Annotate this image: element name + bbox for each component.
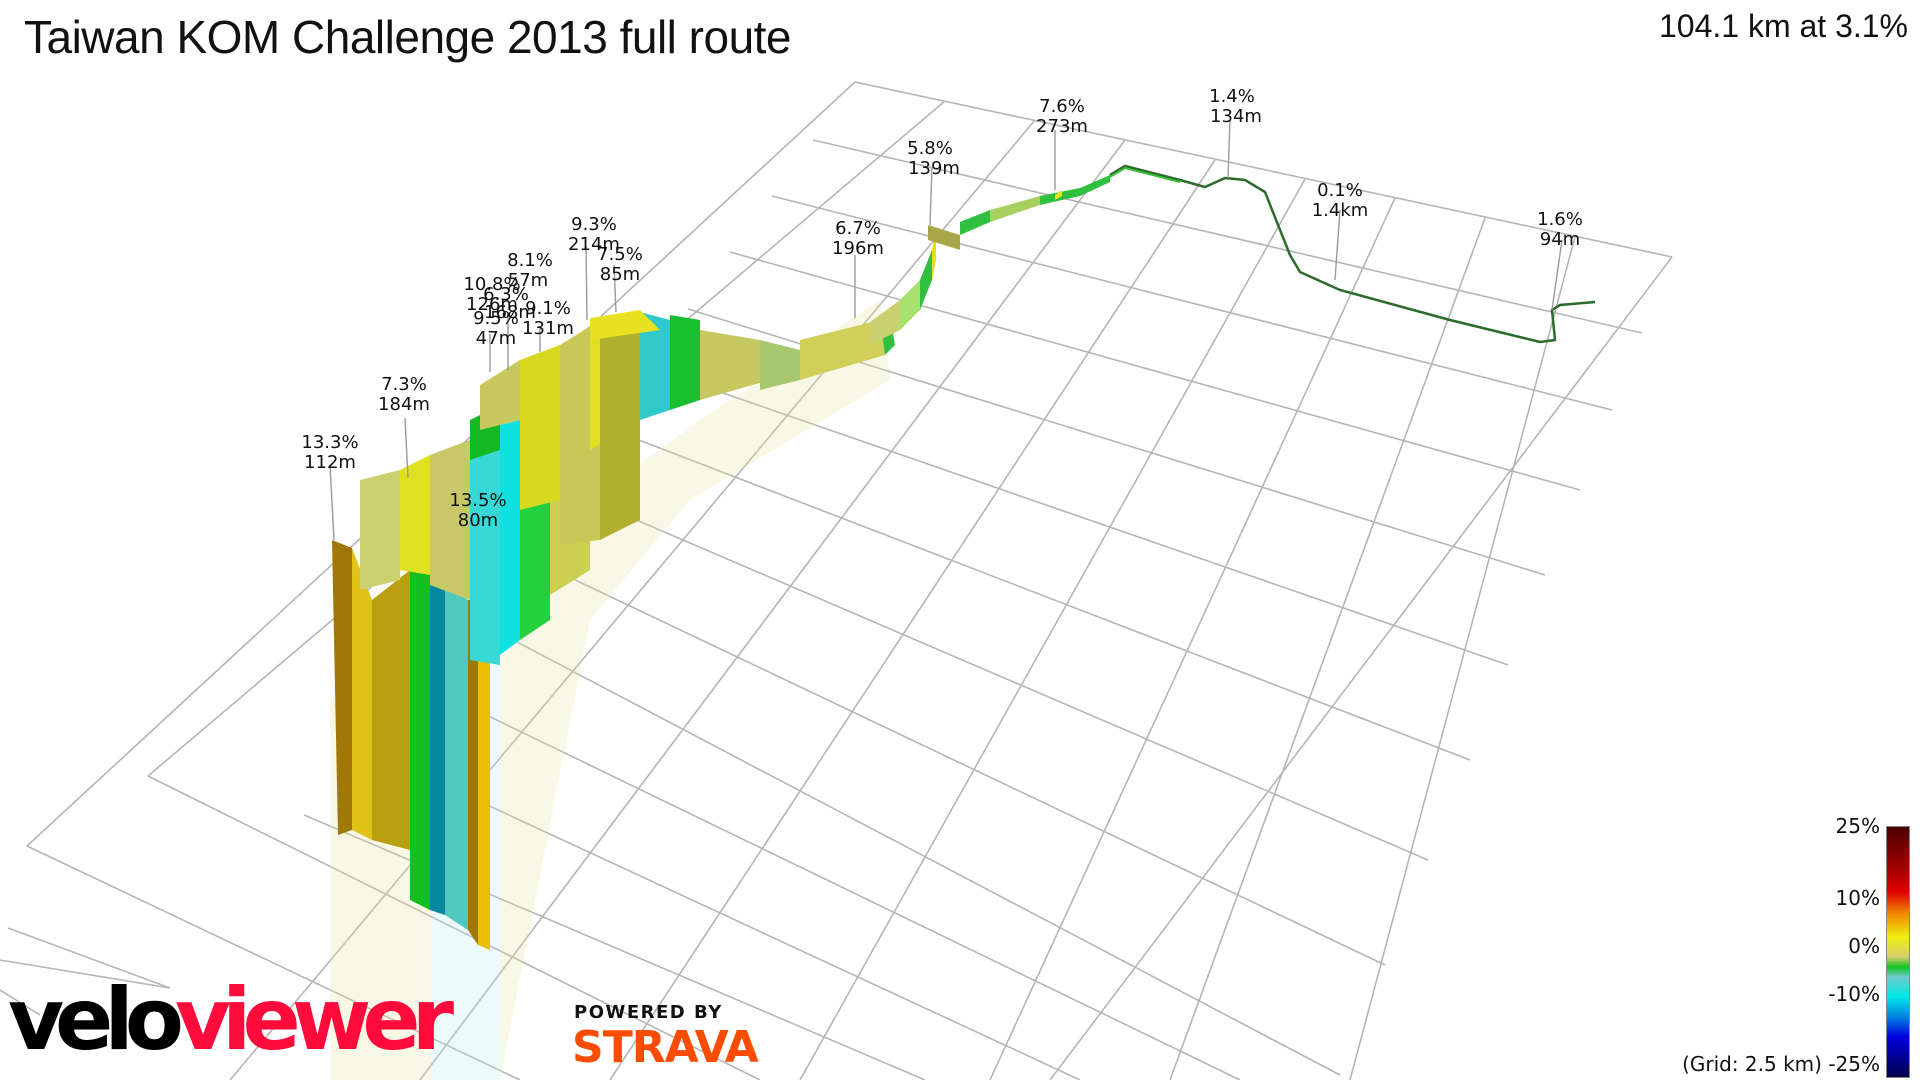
segment-label-grade: 7.6% <box>1039 96 1085 117</box>
segment-label-length: 131m <box>522 318 574 339</box>
grade-labels: 13.3% 112m 7.3% 184m 13.5% 80m 10.8% 126… <box>301 86 1582 531</box>
segment-label-length: 139m <box>908 158 960 179</box>
route-summary: 104.1 km at 3.1% <box>1658 8 1908 44</box>
segment-label-grade: 1.4% <box>1209 86 1255 107</box>
segment-label-grade: 5.8% <box>907 138 953 159</box>
segment-label-grade: 6.3% <box>483 284 529 305</box>
segment-label-grade: 1.6% <box>1537 209 1583 230</box>
legend-tick-0: 0% <box>1848 934 1880 958</box>
legend-tick-minus-10: -10% <box>1828 982 1880 1006</box>
segment-label-length: 112m <box>304 452 356 473</box>
ground-grid <box>26 81 1673 1080</box>
segment-label-length: 214m <box>568 234 620 255</box>
segment-label-length: 1.4km <box>1312 200 1369 221</box>
segment-label-grade: 9.3% <box>571 214 617 235</box>
grid-scale-note: (Grid: 2.5 km) <box>1682 1052 1822 1076</box>
segment-label-grade: 8.1% <box>507 250 553 271</box>
segment-label-grade: 7.3% <box>381 374 427 395</box>
segment-label-length: 94m <box>1540 229 1580 250</box>
segment-label-grade: 13.5% <box>449 490 506 511</box>
segment-label-length: 57m <box>508 270 548 291</box>
label-leaders <box>329 119 1563 541</box>
veloviewer-logo[interactable]: veloviewer <box>8 970 454 1070</box>
legend-tick-min: (Grid: 2.5 km) -25% <box>1682 1052 1880 1076</box>
segment-label-length: 273m <box>1036 116 1088 137</box>
segment-label-grade: 0.1% <box>1317 180 1363 201</box>
legend-tick-10: 10% <box>1835 886 1880 910</box>
route-wall-middle <box>480 310 895 545</box>
segment-label-length: 196m <box>832 238 884 259</box>
segment-label-length: 47m <box>476 328 516 349</box>
gradient-color-bar <box>1886 826 1910 1078</box>
segment-label-length: 134m <box>1210 106 1262 127</box>
segment-label-grade: 6.7% <box>835 218 881 239</box>
strava-logo[interactable]: STRAVA <box>572 1022 759 1073</box>
segment-label-length: 80m <box>458 510 498 531</box>
gradient-legend: 25% 10% 0% -10% (Grid: 2.5 km) -25% <box>1682 814 1920 1080</box>
segment-label-length: 184m <box>378 394 430 415</box>
segment-label-grade: 10.8% <box>463 274 520 295</box>
secondary-grid-fragment <box>0 927 171 1016</box>
route-wall-lower <box>332 395 590 950</box>
segment-label-grade: 13.3% <box>301 432 358 453</box>
logo-velo-text: velo <box>8 970 184 1070</box>
route-wall-upper <box>870 164 1596 345</box>
legend-tick-max: 25% <box>1835 814 1880 838</box>
powered-by-text: POWERED BY <box>574 1002 723 1023</box>
segment-label-grade: 7.5% <box>597 244 643 265</box>
segment-label-length: 85m <box>600 264 640 285</box>
segment-label-length: 168m <box>484 302 536 323</box>
segment-label-grade: 9.1% <box>525 298 571 319</box>
segment-label-length: 126m <box>466 294 518 315</box>
chart-title: Taiwan KOM Challenge 2013 full route <box>24 11 792 63</box>
logo-viewer-text: viewer <box>174 970 454 1070</box>
segment-label-grade: 9.5% <box>473 308 519 329</box>
